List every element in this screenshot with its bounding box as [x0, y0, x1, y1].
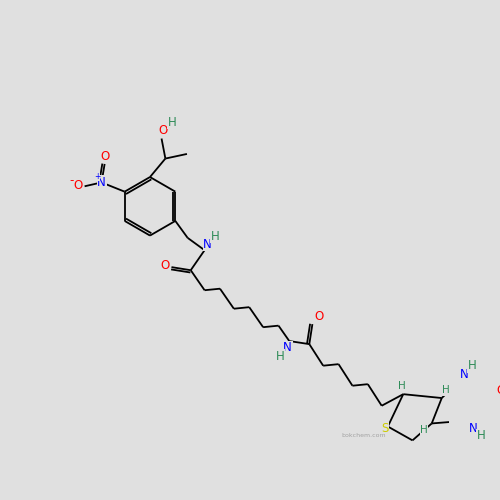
Text: N: N: [204, 238, 212, 250]
Text: H: H: [168, 116, 176, 129]
Text: O: O: [100, 150, 110, 163]
Text: H: H: [276, 350, 284, 363]
Text: S: S: [381, 422, 388, 434]
Text: N: N: [97, 176, 106, 189]
Text: H: H: [398, 382, 406, 392]
Text: H: H: [420, 424, 428, 434]
Text: H: H: [476, 430, 486, 442]
Text: O: O: [314, 310, 323, 323]
Text: O: O: [158, 124, 168, 138]
Text: H: H: [442, 386, 450, 396]
Text: O: O: [160, 259, 169, 272]
Text: N: N: [284, 342, 292, 354]
Text: +: +: [94, 172, 100, 181]
Text: bokchem.com: bokchem.com: [342, 434, 386, 438]
Text: H: H: [211, 230, 220, 243]
Text: -: -: [70, 174, 73, 188]
Text: N: N: [460, 368, 468, 380]
Text: O: O: [74, 179, 83, 192]
Text: N: N: [469, 422, 478, 434]
Text: H: H: [468, 359, 476, 372]
Text: O: O: [496, 384, 500, 397]
